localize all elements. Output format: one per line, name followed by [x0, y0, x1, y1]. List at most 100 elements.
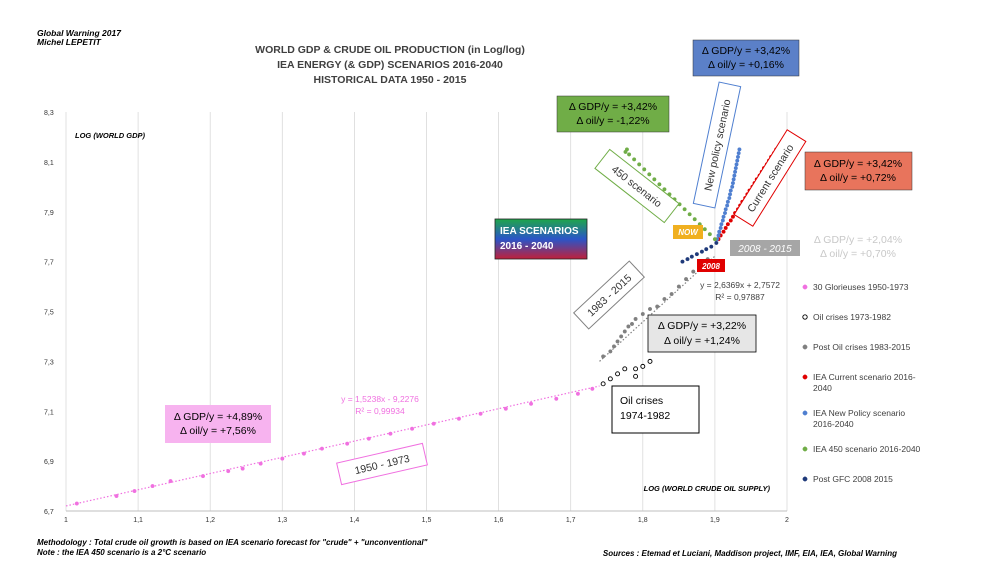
- data-point: [600, 381, 606, 387]
- label-current-text: Current scenario: [745, 142, 796, 214]
- data-point: [709, 244, 714, 249]
- label-now-text: NOW: [678, 228, 699, 237]
- data-point: [456, 416, 461, 421]
- author-line-1: Global Warning 2017: [37, 28, 122, 38]
- data-point: [723, 225, 728, 230]
- y-tick-label: 6,7: [44, 509, 54, 516]
- data-point: [640, 363, 646, 369]
- data-point: [685, 257, 690, 262]
- y-tick-label: 7,9: [44, 210, 54, 217]
- data-point: [647, 172, 652, 177]
- annotation-box-new-policy: Δ GDP/y = +3,42% Δ oil/y = +0,16%: [692, 39, 800, 77]
- data-point: [633, 373, 639, 379]
- data-point: [575, 391, 580, 396]
- trendlines: [65, 255, 716, 507]
- data-point: [648, 307, 653, 312]
- trendline-1-r2: R² = 0,99934: [355, 406, 405, 416]
- box-2008-gdp: Δ GDP/y = +2,04%: [814, 234, 902, 246]
- data-point: [642, 167, 647, 172]
- data-point: [529, 401, 534, 406]
- data-point: [226, 469, 231, 474]
- data-point: [619, 334, 624, 339]
- x-tick-label: 1,3: [277, 517, 287, 524]
- box-450-gdp: Δ GDP/y = +3,42%: [569, 101, 657, 113]
- x-tick-label: 1,4: [350, 517, 360, 524]
- data-point: [718, 225, 723, 230]
- data-point: [554, 396, 559, 401]
- data-point: [737, 147, 742, 152]
- box-current-oil: Δ oil/y = +0,72%: [820, 172, 896, 184]
- data-point: [684, 277, 689, 282]
- oil-crises-label-box: Oil crises 1974-1982: [611, 385, 700, 434]
- data-point: [114, 494, 119, 499]
- data-point: [717, 229, 722, 234]
- oil-crises-line-1: Oil crises: [620, 395, 663, 407]
- data-point: [680, 259, 685, 264]
- legend-label: Post Oil crises 1983-2015: [813, 342, 911, 352]
- legend-marker: [802, 476, 808, 482]
- y-tick-label: 7,3: [44, 359, 54, 366]
- data-point: [735, 158, 740, 163]
- data-point: [714, 240, 719, 245]
- data-point: [657, 182, 662, 187]
- y-tick-label: 8,1: [44, 160, 54, 167]
- legend-marker: [802, 446, 808, 452]
- data-point: [627, 152, 632, 157]
- annotation-box-450: Δ GDP/y = +3,42% Δ oil/y = -1,22%: [556, 95, 670, 133]
- data-point: [200, 474, 205, 479]
- data-point: [722, 210, 727, 215]
- data-point: [702, 227, 707, 232]
- data-point: [728, 188, 733, 193]
- data-point: [258, 461, 263, 466]
- data-point: [640, 311, 645, 316]
- data-point: [607, 376, 613, 382]
- x-tick-label: 1,9: [710, 517, 720, 524]
- data-point: [615, 339, 620, 344]
- data-point: [366, 436, 371, 441]
- x-tick-label: 1,6: [494, 517, 504, 524]
- data-point: [615, 371, 621, 377]
- legend-marker: [802, 344, 808, 350]
- label-now: NOW: [673, 225, 703, 239]
- data-point: [662, 297, 667, 302]
- data-point: [669, 292, 674, 297]
- y-tick-label: 8,3: [44, 110, 54, 117]
- data-point: [478, 411, 483, 416]
- plot-grid: [65, 112, 788, 511]
- data-point: [731, 177, 736, 182]
- data-point: [692, 217, 697, 222]
- data-point: [682, 207, 687, 212]
- data-point: [633, 316, 638, 321]
- legend: 30 Glorieuses 1950-1973 Oil crises 1973-1…: [802, 282, 921, 484]
- annotation-box-1983: Δ GDP/y = +3,22% Δ oil/y = +1,24%: [647, 314, 757, 353]
- data-point: [721, 214, 726, 219]
- box-new-policy-gdp: Δ GDP/y = +3,42%: [702, 45, 790, 57]
- label-1950-1973: 1950 - 1973: [336, 442, 428, 486]
- data-point: [622, 366, 628, 372]
- data-point: [725, 222, 730, 227]
- data-point: [633, 366, 639, 372]
- x-tick-label: 1: [64, 517, 68, 524]
- author-line-2: Michel LEPETIT: [37, 37, 102, 47]
- label-2008-2015-text: 2008 - 2015: [737, 244, 792, 255]
- data-point: [652, 177, 657, 182]
- legend-marker: [802, 314, 808, 320]
- box-1983-oil: Δ oil/y = +1,24%: [664, 335, 740, 347]
- label-450-scenario: 450 scenario: [594, 148, 680, 224]
- data-point: [687, 212, 692, 217]
- footer-note: Note : the IEA 450 scenario is a 2°C sce…: [37, 548, 206, 557]
- box-1983-gdp: Δ GDP/y = +3,22%: [658, 320, 746, 332]
- annotation-box-1950: Δ GDP/y = +4,89% Δ oil/y = +7,56%: [165, 405, 271, 443]
- data-point: [728, 192, 733, 197]
- box-1950-oil: Δ oil/y = +7,56%: [180, 425, 256, 437]
- annotation-box-current: Δ GDP/y = +3,42% Δ oil/y = +0,72%: [804, 151, 913, 191]
- data-point: [720, 218, 725, 223]
- label-2008: 2008: [697, 259, 725, 272]
- chart-title-line-1: WORLD GDP & CRUDE OIL PRODUCTION (in Log…: [255, 44, 525, 56]
- x-axis-label: LOG (WORLD CRUDE OIL SUPPLY): [644, 484, 771, 493]
- y-axis-label: LOG (WORLD GDP): [75, 131, 145, 140]
- data-point: [632, 157, 637, 162]
- iea-scenarios-line-2: 2016 - 2040: [500, 241, 554, 252]
- data-point: [150, 484, 155, 489]
